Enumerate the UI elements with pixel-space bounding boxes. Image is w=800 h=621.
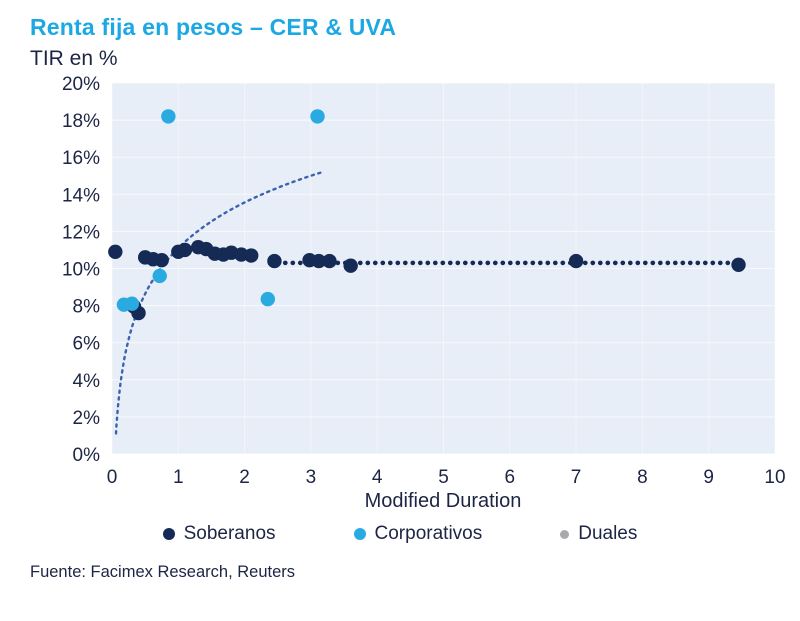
svg-text:0%: 0% (73, 445, 101, 466)
svg-text:2%: 2% (73, 408, 101, 429)
chart-area: 0% 2% 4% 6% 8% 10% 12% 14% 16% 18% 20% 0 1 2 3 4 5 6 7 8 9 10 (0, 73, 800, 488)
legend-label-duales: Duales (578, 523, 638, 544)
legend-label-soberanos: Soberanos (183, 523, 276, 544)
svg-text:8: 8 (637, 467, 648, 488)
x-axis-label: Modified Duration (364, 490, 522, 512)
svg-text:8%: 8% (73, 297, 101, 318)
chart-legend: Soberanos Corporativos Duales (0, 523, 800, 545)
legend-item-corporativos: Corporativos (353, 523, 483, 545)
legend-item-duales: Duales (560, 523, 637, 545)
duales-dot-icon (560, 529, 570, 539)
svg-text:18%: 18% (62, 111, 100, 132)
svg-text:3: 3 (306, 467, 317, 488)
soberanos-dot-icon (162, 528, 175, 540)
svg-text:7: 7 (571, 467, 582, 488)
corporativos-dot-icon (353, 528, 366, 540)
svg-text:20%: 20% (62, 74, 100, 95)
svg-text:14%: 14% (62, 185, 100, 206)
chart-title: Renta fija en pesos – CER & UVA (30, 14, 397, 40)
svg-text:2: 2 (239, 467, 250, 488)
source-note: Fuente: Facimex Research, Reuters (30, 563, 296, 581)
chart-subtitle: TIR en % (30, 47, 118, 70)
svg-text:0: 0 (107, 467, 118, 488)
svg-text:9: 9 (703, 467, 714, 488)
svg-text:6: 6 (505, 467, 516, 488)
svg-text:10: 10 (764, 467, 785, 488)
svg-text:6%: 6% (73, 334, 101, 355)
svg-text:4%: 4% (73, 371, 101, 392)
svg-text:10%: 10% (62, 260, 100, 281)
legend-item-soberanos: Soberanos (162, 523, 276, 545)
svg-text:4: 4 (372, 467, 383, 488)
svg-text:12%: 12% (62, 222, 100, 243)
svg-text:16%: 16% (62, 148, 100, 169)
legend-label-corporativos: Corporativos (374, 523, 483, 544)
svg-text:5: 5 (438, 467, 449, 488)
svg-text:1: 1 (173, 467, 184, 488)
scatter-chart-svg: 0% 2% 4% 6% 8% 10% 12% 14% 16% 18% 20% 0 1 2 3 4 5 6 7 8 9 10 (62, 74, 786, 488)
